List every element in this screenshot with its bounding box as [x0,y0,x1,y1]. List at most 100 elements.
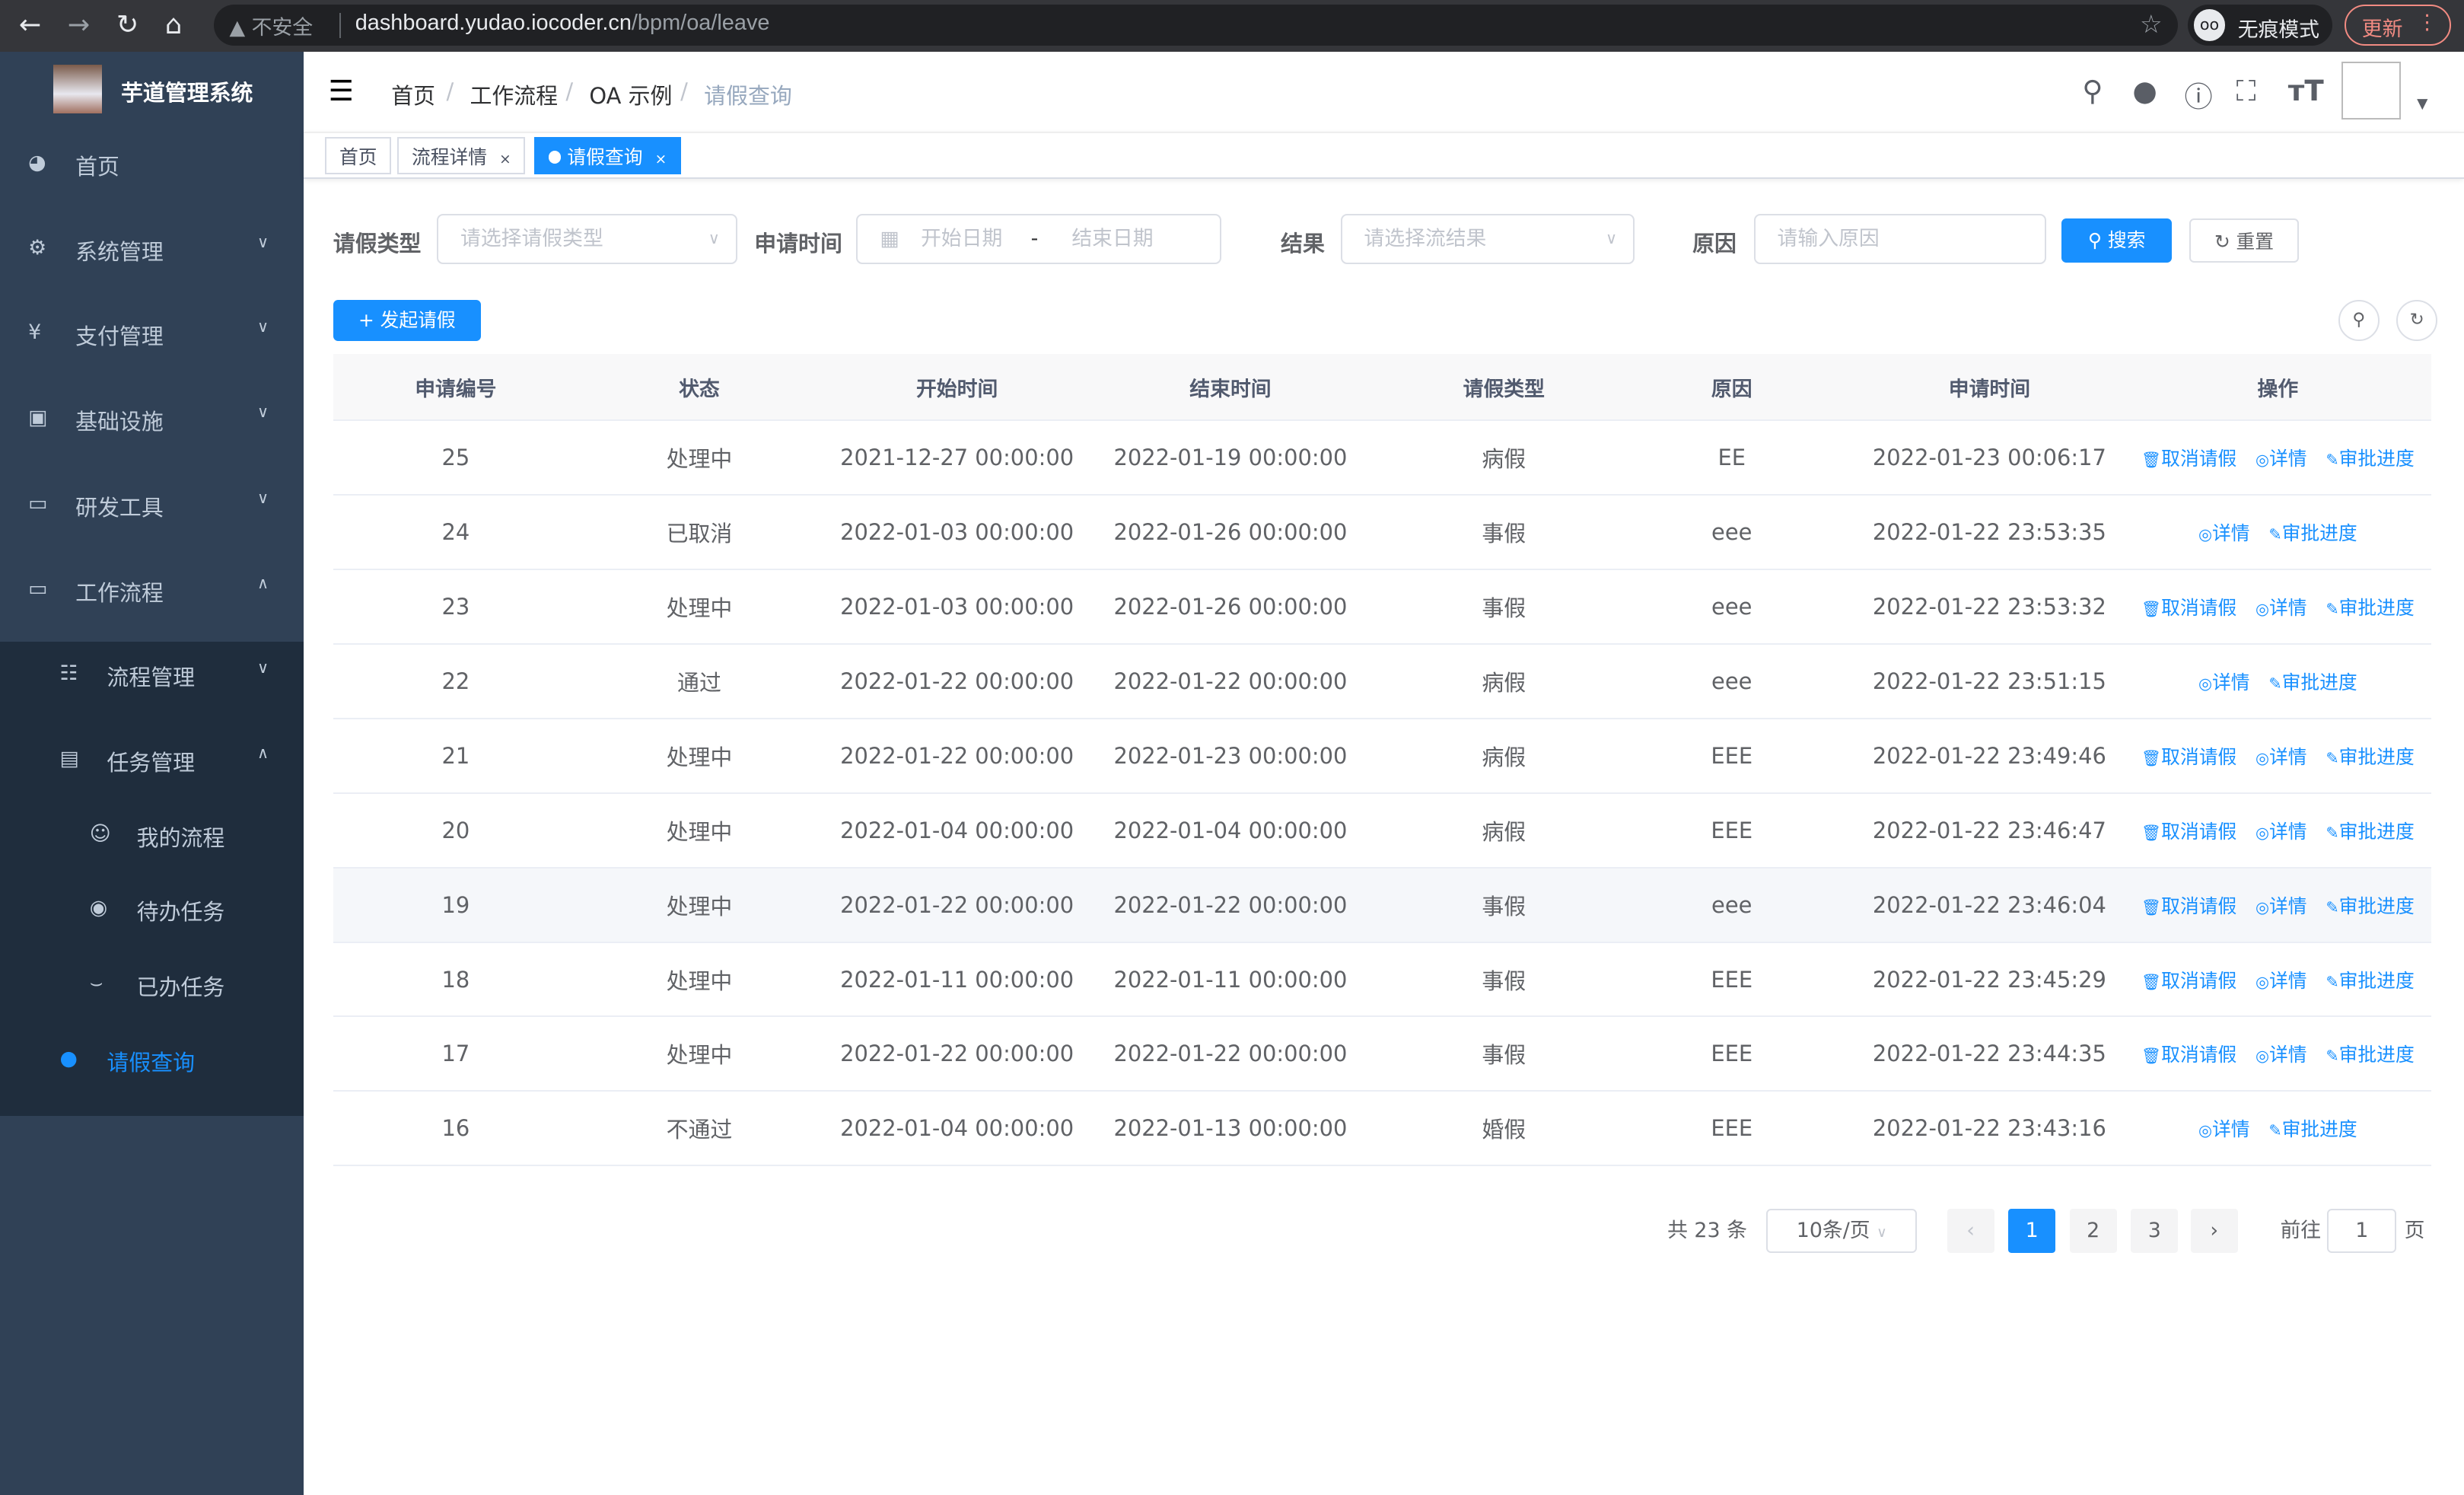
avatar[interactable] [2341,61,2402,120]
breadcrumb-item[interactable]: 工作流程 [470,83,559,110]
action-label: 详情 [2212,671,2250,693]
sidebar-item-6[interactable]: ☷ 流程管理 ∨ [0,632,304,717]
cell-reason: eee [1711,668,1752,694]
cancel-button[interactable]: 🗑取消请假 [2141,966,2236,993]
trash-icon: 🗑 [2141,600,2162,619]
result-select[interactable]: 请选择流结果 ∨ [1340,213,1635,264]
cell-created: 2022-01-22 23:51:15 [1872,668,2106,694]
tag-process-detail[interactable]: 流程详情 × [397,136,526,175]
detail-button[interactable]: ◎详情 [2255,817,2307,844]
page-size-select[interactable]: 10条/页 ∨ [1766,1209,1918,1253]
detail-button[interactable]: ◎详情 [2198,518,2250,546]
close-icon[interactable]: × [499,151,511,167]
add-leave-button[interactable]: + 发起请假 [333,300,481,342]
sidebar-item-4[interactable]: ▭ 研发工具 ∨ [0,462,304,547]
detail-button[interactable]: ◎详情 [2255,1040,2307,1067]
detail-button[interactable]: ◎详情 [2198,668,2250,695]
forward-icon[interactable]: → [67,9,91,41]
sidebar-item-8[interactable]: ☺ 我的流程 [0,792,304,878]
update-button[interactable]: 更新 ⋮ [2345,5,2452,46]
cancel-button[interactable]: 🗑取消请假 [2141,1040,2236,1067]
tag-home[interactable]: 首页 [325,136,392,175]
hamburger-icon[interactable]: ☰ [328,74,354,108]
progress-button[interactable]: ✎审批进度 [2326,742,2414,770]
progress-button[interactable]: ✎审批进度 [2268,1114,2357,1142]
browser-toolbar: ← → ↻ ⌂ ▲ 不安全 dashboard.yudao.iocoder.cn… [0,0,2464,53]
cancel-button[interactable]: 🗑取消请假 [2141,817,2236,844]
sidebar-item-5[interactable]: ▭ 工作流程 ∧ [0,547,304,633]
sidebar-item-11[interactable]: ● 请假查询 [0,1017,304,1102]
caret-down-icon[interactable]: ▼ [2417,95,2428,112]
incognito-badge[interactable]: oo 无痕模式 [2187,5,2332,46]
cell-reason: EEE [1711,742,1753,769]
toggle-search-button[interactable]: ⚲ [2338,300,2380,342]
detail-button[interactable]: ◎详情 [2255,891,2307,919]
progress-button[interactable]: ✎审批进度 [2326,817,2414,844]
sidebar-item-10[interactable]: ⌣ 已办任务 [0,942,304,1027]
address-bar[interactable]: ▲ 不安全 dashboard.yudao.iocoder.cn/bpm/oa/… [213,5,2179,46]
action-label: 详情 [2269,894,2307,917]
eye-icon: ◎ [2255,823,2270,842]
sidebar-item-0[interactable]: ◕ 首页 [0,121,304,206]
progress-button[interactable]: ✎审批进度 [2326,966,2414,993]
breadcrumb-item[interactable]: OA 示例 [589,83,673,110]
cell-created: 2022-01-22 23:46:47 [1872,817,2106,843]
detail-button[interactable]: ◎详情 [2198,1114,2250,1142]
page-2-button[interactable]: 2 [2069,1209,2117,1253]
cell-actions: 🗑取消请假 ◎详情 ✎审批进度 [2125,869,2431,942]
cell-reason: EE [1717,445,1746,471]
detail-button[interactable]: ◎详情 [2255,593,2307,620]
search-button[interactable]: ⚲ 搜索 [2061,218,2172,263]
refresh-button[interactable]: ↻ [2396,300,2437,342]
home-icon[interactable]: ⌂ [164,9,183,41]
progress-button[interactable]: ✎审批进度 [2326,891,2414,919]
goto-page-input[interactable]: 1 [2327,1209,2397,1253]
cancel-button[interactable]: 🗑取消请假 [2141,742,2236,770]
sidebar-item-label: 基础设施 [75,408,164,435]
prev-page-button[interactable]: ‹ [1947,1209,1994,1253]
sidebar-item-7[interactable]: ▤ 任务管理 ∧ [0,717,304,802]
cell-status: 处理中 [666,744,733,770]
sidebar-item-3[interactable]: ▣ 基础设施 ∨ [0,376,304,461]
tag-leave-query[interactable]: 请假查询 × [534,136,681,175]
cell-start: 2022-01-22 00:00:00 [840,891,1074,918]
page-3-button[interactable]: 3 [2131,1209,2179,1253]
cancel-button[interactable]: 🗑取消请假 [2141,891,2236,919]
end-date-input[interactable]: 结束日期 [1071,226,1154,250]
help-icon[interactable]: ⓘ [2184,80,2213,114]
detail-button[interactable]: ◎详情 [2255,444,2307,471]
cell-status: 处理中 [666,595,733,622]
progress-button[interactable]: ✎审批进度 [2268,668,2357,695]
sidebar-item-1[interactable]: ⚙ 系统管理 ∨ [0,206,304,292]
sidebar-item-label: 支付管理 [75,324,164,350]
reason-input[interactable]: 请输入原因 [1753,213,2046,264]
star-icon[interactable]: ☆ [2139,9,2163,40]
back-icon[interactable]: ← [18,9,42,41]
sidebar-item-2[interactable]: ¥ 支付管理 ∨ [0,291,304,376]
github-icon[interactable]: ● [2132,74,2157,108]
search-icon[interactable]: ⚲ [2082,74,2103,108]
next-page-button[interactable]: › [2190,1209,2238,1253]
cancel-button[interactable]: 🗑取消请假 [2141,593,2236,620]
progress-button[interactable]: ✎审批进度 [2326,444,2414,471]
detail-button[interactable]: ◎详情 [2255,966,2307,993]
eye-closed-icon: ⌣ [89,971,103,996]
progress-button[interactable]: ✎审批进度 [2268,518,2357,546]
font-size-icon[interactable]: тT [2287,74,2324,108]
detail-button[interactable]: ◎详情 [2255,742,2307,770]
start-date-input[interactable]: 开始日期 [921,226,1003,250]
eye-icon: ◎ [2255,897,2270,916]
progress-button[interactable]: ✎审批进度 [2326,1040,2414,1067]
sidebar-item-9[interactable]: ◉ 待办任务 [0,866,304,952]
progress-button[interactable]: ✎审批进度 [2326,593,2414,620]
fullscreen-icon[interactable]: ⛶ [2236,74,2256,108]
leave-type-select[interactable]: 请选择请假类型 ∨ [437,213,737,264]
reset-button[interactable]: ↻ 重置 [2189,218,2300,263]
eye-icon: ◎ [2198,1121,2212,1140]
close-icon[interactable]: × [654,151,667,167]
breadcrumb-item[interactable]: 首页 [391,83,436,110]
reload-icon[interactable]: ↻ [116,9,139,41]
cancel-button[interactable]: 🗑取消请假 [2141,444,2236,471]
page-1-button[interactable]: 1 [2008,1209,2056,1253]
date-range-picker[interactable]: ▦ 开始日期 - 结束日期 [856,213,1221,264]
